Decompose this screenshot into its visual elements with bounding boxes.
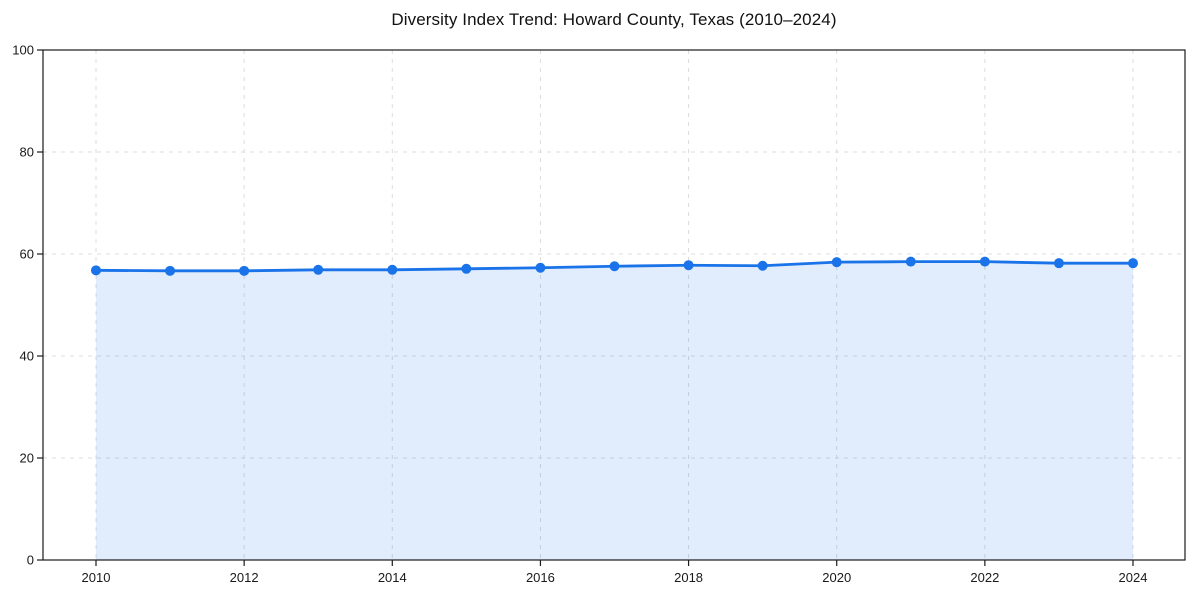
y-tick-label-60: 60 (20, 247, 34, 262)
data-point-2011 (165, 265, 176, 276)
x-tick-label-2024: 2024 (1119, 570, 1148, 585)
chart-title: Diversity Index Trend: Howard County, Te… (391, 10, 837, 29)
data-point-2018 (683, 260, 694, 271)
data-point-2020 (831, 257, 842, 268)
data-point-2019 (757, 260, 768, 271)
data-point-2010 (91, 265, 101, 276)
axis-layer: 2010 2012 2014 2016 2018 2020 2022 2024 0 20 40 60 8… (12, 43, 1186, 585)
data-point-2012 (239, 265, 250, 276)
data-point-2017 (609, 261, 620, 272)
x-tick-label-2014: 2014 (378, 570, 407, 585)
data-point-2021 (905, 256, 916, 267)
y-tick-label-40: 40 (20, 349, 34, 364)
area-fill (96, 261, 1133, 560)
x-tick-label-2022: 2022 (970, 570, 999, 585)
series-layer (91, 256, 1138, 560)
x-tick-label-2016: 2016 (526, 570, 555, 585)
y-tick-label-0: 0 (27, 553, 34, 568)
x-tick-label-2010: 2010 (82, 570, 111, 585)
data-point-2023 (1053, 258, 1064, 269)
x-tick-label-2012: 2012 (230, 570, 259, 585)
x-tick-label-2018: 2018 (674, 570, 703, 585)
y-tick-label-100: 100 (12, 43, 34, 58)
data-point-2013 (313, 264, 324, 275)
data-point-2016 (535, 262, 546, 273)
plot-border (42, 49, 1186, 561)
y-tick-label-80: 80 (20, 145, 34, 160)
data-point-2015 (461, 263, 472, 274)
data-point-2024 (1128, 258, 1138, 269)
data-point-2014 (387, 264, 398, 275)
data-point-2022 (979, 256, 990, 267)
y-tick-label-20: 20 (20, 451, 34, 466)
x-tick-label-2020: 2020 (822, 570, 851, 585)
